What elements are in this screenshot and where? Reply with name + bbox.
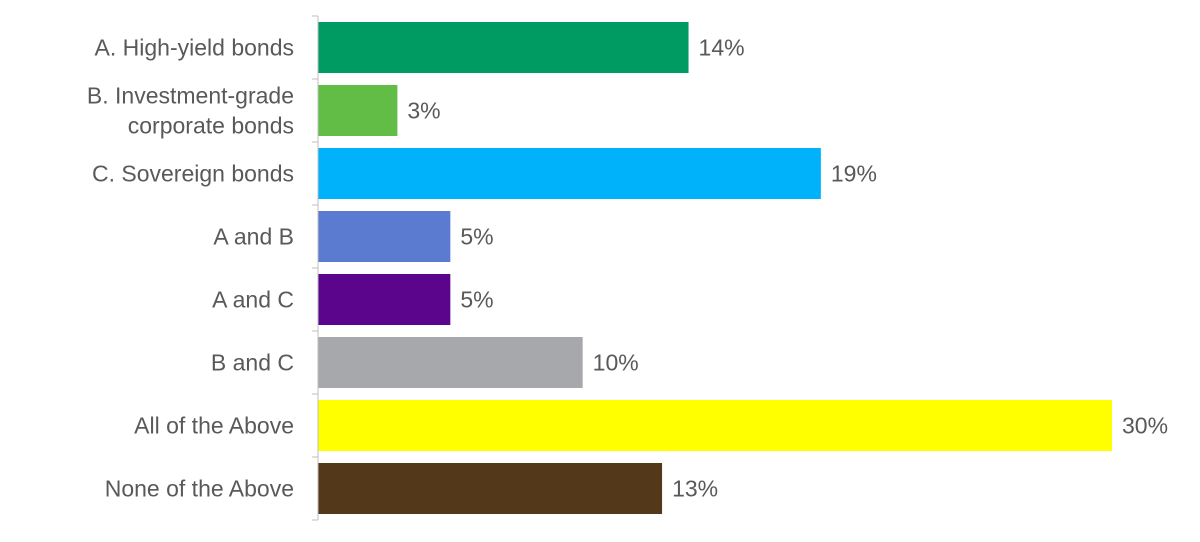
- category-label-line: corporate bonds: [128, 113, 294, 139]
- category-label-line: B. Investment-grade: [87, 83, 294, 109]
- category-label-line: A. High-yield bonds: [95, 35, 294, 61]
- value-labels: 14% 3% 19% 5% 5% 10% 30% 13%: [407, 35, 1168, 502]
- category-label: C. Sovereign bonds: [92, 161, 294, 187]
- bar: [318, 337, 583, 388]
- bar: [318, 400, 1112, 451]
- bar: [318, 22, 689, 73]
- bar: [318, 148, 821, 199]
- data-label: 5%: [460, 224, 493, 250]
- data-label: 3%: [407, 98, 440, 124]
- category-label: All of the Above: [134, 413, 294, 439]
- data-label: 5%: [460, 287, 493, 313]
- category-label-line: None of the Above: [105, 476, 294, 502]
- data-label: 13%: [672, 476, 718, 502]
- bar: [318, 211, 451, 262]
- category-label-line: All of the Above: [134, 413, 294, 439]
- category-label: B and C: [211, 350, 294, 376]
- data-label: 10%: [593, 350, 639, 376]
- category-label: B. Investment-grade corporate bonds: [87, 83, 294, 139]
- category-labels: A. High-yield bonds B. Investment-grade co…: [87, 35, 294, 502]
- category-label-line: A and B: [213, 224, 294, 250]
- category-label-line: C. Sovereign bonds: [92, 161, 294, 187]
- y-axis-ticks: [312, 15, 318, 521]
- category-label: None of the Above: [105, 476, 294, 502]
- category-label: A. High-yield bonds: [95, 35, 294, 61]
- bar: [318, 85, 398, 136]
- data-label: 14%: [699, 35, 745, 61]
- data-label: 30%: [1122, 413, 1168, 439]
- category-label: A and B: [213, 224, 294, 250]
- bar: [318, 463, 663, 514]
- category-label-line: A and C: [212, 287, 294, 313]
- bars-group: [318, 22, 1112, 514]
- category-label-line: B and C: [211, 350, 294, 376]
- data-label: 19%: [831, 161, 877, 187]
- bar: [318, 274, 451, 325]
- category-label: A and C: [212, 287, 294, 313]
